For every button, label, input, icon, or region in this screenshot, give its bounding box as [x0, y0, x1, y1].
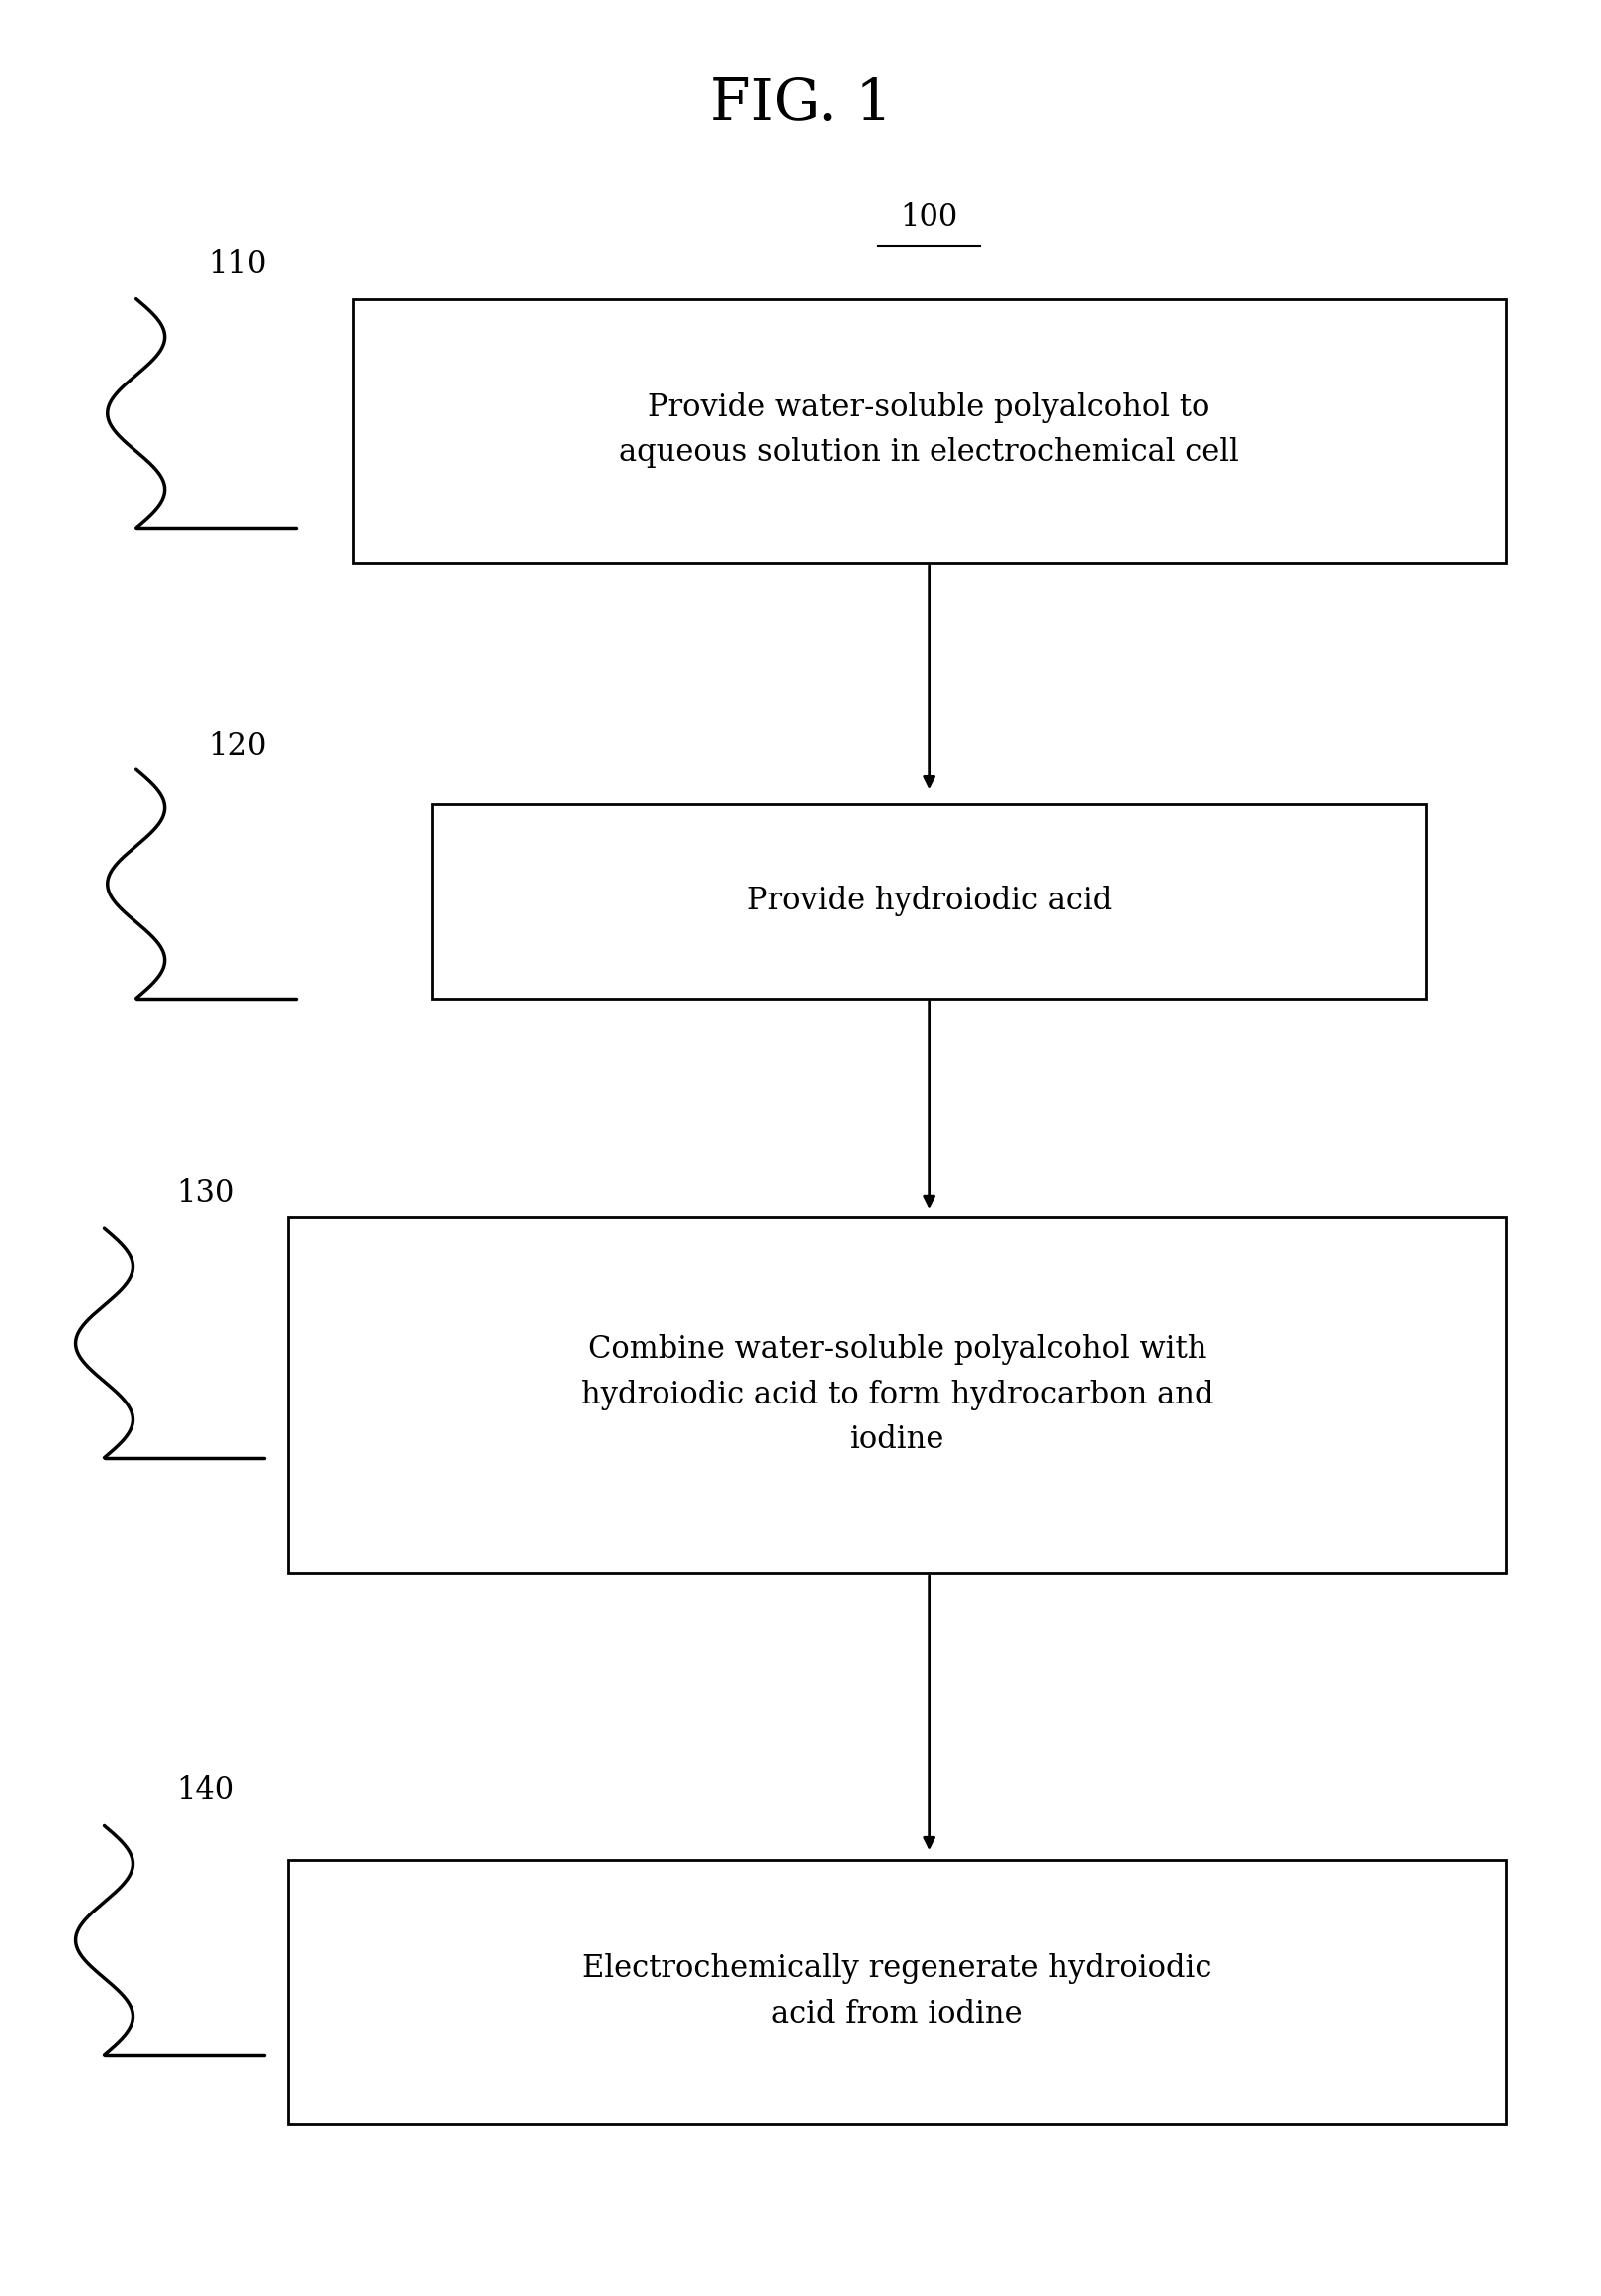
- Text: FIG. 1: FIG. 1: [709, 76, 892, 131]
- Text: 110: 110: [208, 248, 266, 280]
- Text: Provide hydroiodic acid: Provide hydroiodic acid: [746, 886, 1111, 916]
- Text: Combine water-soluble polyalcohol with
hydroiodic acid to form hydrocarbon and
i: Combine water-soluble polyalcohol with h…: [580, 1334, 1214, 1456]
- Bar: [288, 1860, 1505, 2124]
- Bar: [432, 804, 1425, 999]
- Text: 140: 140: [176, 1775, 234, 1807]
- Text: Provide water-soluble polyalcohol to
aqueous solution in electrochemical cell: Provide water-soluble polyalcohol to aqu…: [618, 393, 1239, 468]
- Text: 130: 130: [176, 1178, 234, 1210]
- Text: 120: 120: [208, 730, 266, 762]
- Text: Electrochemically regenerate hydroiodic
acid from iodine: Electrochemically regenerate hydroiodic …: [581, 1954, 1212, 2030]
- Text: 100: 100: [900, 202, 957, 234]
- Bar: [352, 298, 1505, 563]
- Bar: [288, 1217, 1505, 1573]
